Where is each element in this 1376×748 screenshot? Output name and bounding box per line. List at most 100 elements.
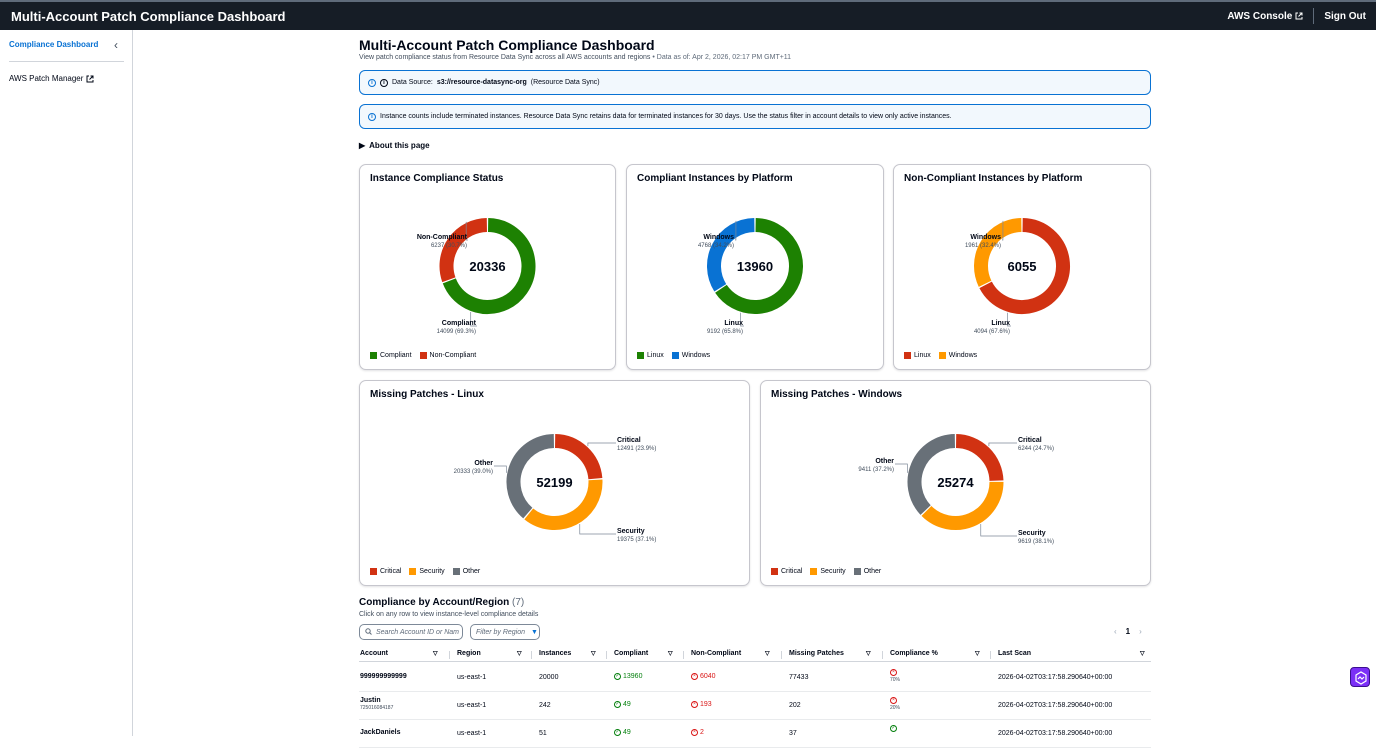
sort-icon[interactable]: ▽ [517, 651, 522, 657]
donut-segment-other[interactable] [907, 434, 956, 515]
side-navigation: Compliance Dashboard ‹ AWS Patch Manager [0, 30, 133, 736]
assistant-button[interactable] [1350, 667, 1370, 687]
column-header-instances[interactable]: Instances [539, 650, 572, 657]
donut-chart: 25274 Critical 6244 (24.7%) Security 9619 (3… [858, 434, 1054, 545]
sort-icon[interactable]: ▽ [591, 651, 596, 657]
legend-item[interactable]: Other [452, 568, 480, 575]
legend-item[interactable]: Compliant [370, 352, 412, 359]
aws-console-label: AWS Console [1227, 10, 1293, 22]
data-source-suffix: (Resource Data Sync) [530, 79, 600, 86]
legend-item[interactable]: Windows [938, 352, 978, 359]
segment-label: Critical [1018, 437, 1042, 444]
region-filter-select[interactable]: Filter by Region ▼ [470, 624, 540, 640]
current-page[interactable]: 1 [1125, 627, 1131, 636]
column-header-compliant[interactable]: Compliant [614, 650, 649, 657]
missing-patches-cell: 202 [789, 702, 801, 709]
search-input[interactable]: Search Account ID or Nam [359, 624, 463, 640]
legend-item[interactable]: Other [853, 568, 881, 575]
legend-label: Windows [948, 352, 978, 359]
column-header-missing-patches[interactable]: Missing Patches [789, 650, 844, 657]
segment-value: 12491 (23.9%) [617, 446, 656, 452]
donut-segment-security[interactable] [921, 481, 1004, 530]
sidebar-item-patch-manager[interactable]: AWS Patch Manager [9, 74, 94, 83]
legend-swatch [419, 352, 427, 359]
segment-label: Critical [617, 437, 641, 444]
table-row[interactable]: Justin 725016084187 us-east-1 242 ✓ 49 × 193 202… [359, 692, 1151, 720]
chart-legend: Linux Windows [637, 352, 710, 359]
column-header-non-compliant[interactable]: Non-Compliant [691, 650, 742, 657]
about-this-page-expander[interactable]: ▶ About this page [359, 141, 430, 150]
segment-value: 6244 (24.7%) [1018, 446, 1054, 452]
about-label: About this page [369, 141, 430, 150]
column-divider [449, 651, 450, 659]
account-cell: 999999999999 [360, 673, 407, 680]
sort-icon[interactable]: ▽ [1140, 651, 1145, 657]
legend-item[interactable]: Linux [637, 352, 664, 359]
table-row[interactable]: 999999999999 us-east-1 20000 ✓ 13960 × 6040 774… [359, 664, 1151, 692]
legend-label: Critical [781, 568, 803, 575]
aws-console-link[interactable]: AWS Console [1217, 8, 1313, 24]
donut-segment-windows[interactable] [707, 218, 755, 292]
donut-segment-windows[interactable] [974, 218, 1022, 287]
donut-total: 52199 [536, 475, 572, 490]
x-circle-icon: × [691, 701, 698, 708]
legend-item[interactable]: Windows [671, 352, 710, 359]
page-description: View patch compliance status from Resour… [359, 54, 651, 61]
donut-segment-compliant[interactable] [442, 218, 536, 314]
app-title: Multi-Account Patch Compliance Dashboard [11, 8, 286, 24]
table-row[interactable]: JackDaniels us-east-1 51 ✓ 49 × 2 37 ✓ 2026-04-02… [359, 720, 1151, 748]
compliant-cell: ✓ 13960 [614, 673, 643, 680]
compliant-cell: ✓ 49 [614, 729, 631, 736]
sort-icon[interactable]: ▽ [975, 651, 980, 657]
sign-out-button[interactable]: Sign Out [1324, 10, 1366, 22]
donut-segment-critical[interactable] [955, 434, 1004, 482]
segment-value: 9411 (37.2%) [858, 467, 894, 473]
column-header-last-scan[interactable]: Last Scan [998, 650, 1032, 657]
legend-swatch [904, 352, 911, 359]
legend-item[interactable]: Critical [771, 568, 802, 575]
donut-segment-non-compliant[interactable] [439, 218, 488, 283]
donut-segment-critical[interactable] [554, 434, 603, 480]
info-icon: i [368, 78, 376, 87]
caret-right-icon: ▶ [359, 141, 366, 150]
collapse-sidebar-icon[interactable]: ‹ [114, 38, 118, 52]
info-icon: i [368, 112, 376, 121]
noncompliant-cell: × 6040 [691, 673, 716, 680]
column-header-region[interactable]: Region [457, 650, 481, 657]
legend-item[interactable]: Critical [370, 568, 401, 575]
legend-label: Security [820, 568, 846, 575]
label-leader-line [740, 312, 744, 327]
next-page-button[interactable]: › [1139, 627, 1142, 636]
account-cell: Justin 725016084187 [360, 697, 394, 711]
sort-icon[interactable]: ▽ [668, 651, 673, 657]
legend-item[interactable]: Security [810, 568, 846, 575]
label-leader-line [980, 523, 1017, 537]
instances-cell: 242 [539, 702, 551, 709]
compliant-cell: ✓ 49 [614, 701, 631, 708]
donut-segment-security[interactable] [524, 479, 603, 530]
legend-swatch [671, 352, 679, 359]
sort-icon[interactable]: ▽ [866, 651, 871, 657]
legend-item[interactable]: Linux [904, 352, 931, 359]
previous-page-button[interactable]: ‹ [1114, 627, 1117, 636]
region-cell: us-east-1 [457, 730, 487, 737]
compliance-percent-cell: × 20% [890, 697, 901, 711]
data-source-path: s3://resource-datasync-org [436, 79, 527, 86]
sort-icon[interactable]: ▽ [765, 651, 770, 657]
donut-segment-linux[interactable] [715, 218, 803, 314]
label-leader-line [494, 465, 507, 473]
column-divider [990, 651, 991, 659]
legend-swatch [810, 568, 818, 575]
column-header-compliance-[interactable]: Compliance % [890, 650, 938, 657]
column-header-account[interactable]: Account [360, 650, 388, 657]
donut-segment-other[interactable] [506, 434, 555, 519]
sidebar-item-compliance-dashboard[interactable]: Compliance Dashboard [9, 40, 99, 49]
sort-icon[interactable]: ▽ [433, 651, 438, 657]
legend-item[interactable]: Security [409, 568, 445, 575]
card-title: Non-Compliant Instances by Platform [904, 173, 1083, 184]
donut-total: 13960 [737, 259, 773, 274]
legend-swatch [637, 352, 644, 359]
donut-segment-linux[interactable] [979, 218, 1070, 314]
legend-item[interactable]: Non-Compliant [419, 352, 476, 359]
pagination: ‹ 1 › [1114, 627, 1142, 636]
